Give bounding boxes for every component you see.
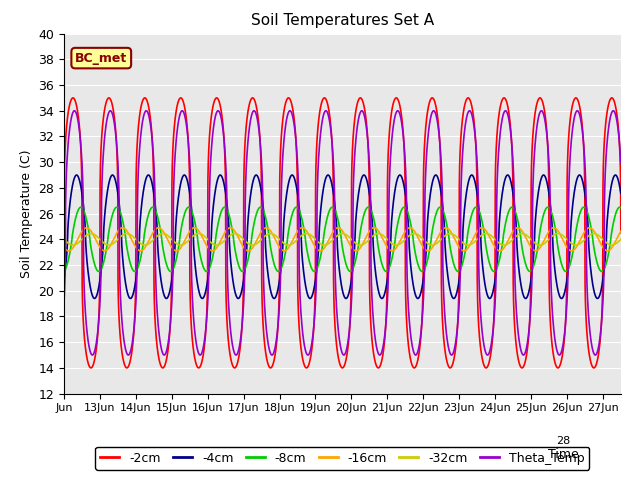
-2cm [394, 97, 402, 103]
-2cm [476, 336, 483, 342]
Theta_Temp [591, 352, 599, 358]
Line: -16cm: -16cm [64, 228, 621, 251]
-8cm [273, 267, 281, 273]
Line: -2cm: -2cm [64, 98, 621, 368]
-4cm [394, 174, 402, 180]
-16cm [550, 225, 557, 230]
-8cm [422, 262, 430, 268]
-32cm [60, 237, 68, 242]
-16cm [161, 232, 169, 238]
-4cm [60, 277, 68, 283]
Line: -8cm: -8cm [64, 207, 621, 272]
Theta_Temp [617, 160, 625, 166]
-8cm [617, 205, 625, 211]
-2cm [518, 365, 526, 371]
-32cm [476, 234, 483, 240]
-16cm [476, 226, 483, 231]
Y-axis label: Soil Temperature (C): Soil Temperature (C) [20, 149, 33, 278]
-2cm [303, 365, 310, 371]
-32cm [422, 240, 430, 245]
-16cm [60, 244, 68, 250]
-8cm [60, 268, 68, 274]
-8cm [518, 244, 526, 250]
-16cm [394, 242, 402, 248]
-2cm [105, 95, 113, 101]
-16cm [422, 248, 430, 253]
Theta_Temp [106, 108, 114, 114]
Line: -4cm: -4cm [64, 175, 621, 299]
-8cm [476, 210, 483, 216]
-32cm [518, 231, 526, 237]
Text: BC_met: BC_met [75, 51, 127, 65]
-4cm [360, 172, 368, 178]
-32cm [273, 234, 281, 240]
-32cm [394, 242, 402, 248]
Theta_Temp [60, 300, 68, 306]
-32cm [303, 231, 310, 237]
-4cm [422, 246, 430, 252]
-2cm [161, 361, 169, 367]
-2cm [422, 118, 430, 124]
-32cm [105, 242, 113, 248]
Theta_Temp [422, 158, 430, 164]
Line: -32cm: -32cm [64, 234, 621, 245]
-8cm [113, 204, 120, 210]
Theta_Temp [518, 350, 525, 356]
-8cm [161, 257, 169, 263]
-16cm [518, 228, 525, 234]
-32cm [161, 231, 169, 237]
-32cm [617, 237, 625, 242]
-8cm [394, 219, 402, 225]
Theta_Temp [161, 351, 169, 357]
-2cm [273, 337, 281, 343]
Text: 28: 28 [556, 436, 570, 446]
-8cm [454, 269, 462, 275]
Theta_Temp [476, 291, 483, 297]
-4cm [161, 295, 169, 300]
-4cm [273, 291, 281, 297]
-2cm [617, 230, 625, 236]
Theta_Temp [273, 334, 281, 339]
Text: Time: Time [548, 448, 579, 461]
-4cm [476, 215, 483, 220]
-4cm [617, 191, 625, 196]
-16cm [209, 248, 216, 254]
-4cm [91, 296, 99, 301]
-16cm [273, 240, 281, 245]
-4cm [518, 288, 526, 293]
Title: Soil Temperatures Set A: Soil Temperatures Set A [251, 13, 434, 28]
Theta_Temp [394, 108, 402, 114]
Legend: -2cm, -4cm, -8cm, -16cm, -32cm, Theta_Temp: -2cm, -4cm, -8cm, -16cm, -32cm, Theta_Te… [95, 447, 589, 469]
-2cm [60, 230, 68, 236]
Line: Theta_Temp: Theta_Temp [64, 111, 621, 355]
-16cm [617, 228, 625, 234]
